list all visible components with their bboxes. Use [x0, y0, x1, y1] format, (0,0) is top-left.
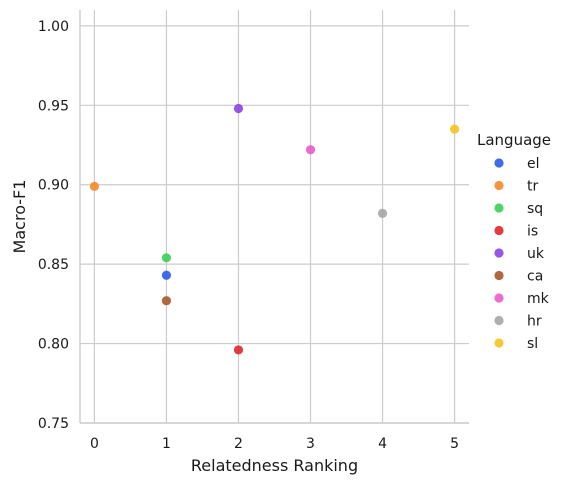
- legend-item-sq: sq: [494, 201, 543, 217]
- legend-label: mk: [527, 291, 550, 307]
- x-tick-label: 4: [378, 436, 387, 452]
- data-point-mk: [306, 145, 315, 154]
- y-tick-label: 0.75: [38, 416, 69, 432]
- legend-marker: [494, 338, 503, 347]
- legend-item-mk: mk: [494, 291, 549, 307]
- legend-label: hr: [527, 314, 542, 330]
- legend-item-hr: hr: [494, 314, 541, 330]
- x-tick-label: 0: [90, 436, 99, 452]
- legend-label: tr: [527, 179, 538, 195]
- y-tick-label: 0.80: [38, 337, 69, 353]
- data-points: [90, 104, 459, 355]
- legend-label: el: [527, 156, 540, 172]
- x-tick-label: 5: [450, 436, 459, 452]
- legend-marker: [494, 248, 503, 257]
- y-tick-label: 0.90: [38, 178, 69, 194]
- legend-item-sl: sl: [494, 336, 538, 352]
- y-tick-label: 1.00: [38, 19, 69, 35]
- x-tick-label: 2: [234, 436, 243, 452]
- y-tick-label: 0.85: [38, 257, 69, 273]
- legend-label: sq: [527, 201, 543, 217]
- legend-label: uk: [527, 246, 545, 262]
- legend-marker: [494, 271, 503, 280]
- legend-marker: [494, 293, 503, 302]
- data-point-ca: [162, 296, 171, 305]
- legend-item-ca: ca: [494, 269, 543, 285]
- x-axis-title: Relatedness Ranking: [191, 456, 358, 475]
- legend-marker: [494, 158, 503, 167]
- legend-marker: [494, 226, 503, 235]
- legend-items: el tr sq is uk ca mk hr sl: [494, 156, 549, 352]
- legend-label: is: [527, 224, 538, 240]
- legend-item-el: el: [494, 156, 539, 172]
- legend-item-is: is: [494, 224, 538, 240]
- data-point-uk: [234, 104, 243, 113]
- legend-marker: [494, 203, 503, 212]
- data-point-el: [162, 271, 171, 280]
- data-point-tr: [90, 182, 99, 191]
- y-axis-title: Macro-F1: [10, 180, 29, 254]
- legend-label: ca: [527, 269, 543, 285]
- legend-item-uk: uk: [494, 246, 544, 262]
- legend-item-tr: tr: [494, 179, 538, 195]
- data-point-sq: [162, 253, 171, 262]
- y-tick-label: 0.95: [38, 98, 69, 114]
- x-tick-label: 1: [162, 436, 171, 452]
- data-point-sl: [450, 125, 459, 134]
- legend-marker: [494, 316, 503, 325]
- axis-spines: [80, 10, 469, 423]
- grid: [80, 10, 469, 423]
- legend: Language el tr sq is uk ca mk hr sl: [477, 131, 551, 352]
- data-point-is: [234, 345, 243, 354]
- tick-labels: 0 1 2 3 4 5 0.75 0.80 0.85 0.90 0.95 1.00: [38, 19, 459, 452]
- legend-label: sl: [527, 336, 538, 352]
- legend-title: Language: [477, 131, 551, 149]
- x-tick-label: 3: [306, 436, 315, 452]
- data-point-hr: [378, 209, 387, 218]
- legend-marker: [494, 181, 503, 190]
